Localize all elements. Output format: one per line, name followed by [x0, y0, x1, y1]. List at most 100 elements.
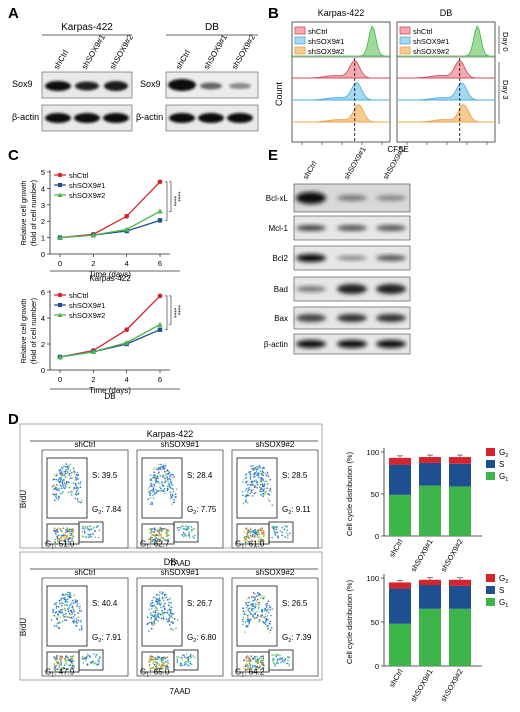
flow-dot	[70, 492, 73, 495]
flow-dot	[247, 484, 249, 486]
flow-dot	[71, 605, 74, 608]
flow-dot	[64, 484, 67, 487]
flow-dot	[265, 480, 268, 483]
flow-dot	[76, 499, 79, 502]
flow-dot	[177, 526, 180, 529]
flow-dot	[159, 604, 162, 606]
flow-dot	[159, 591, 161, 593]
flow-dot	[70, 494, 73, 496]
blot-row-label: Bcl-xL	[266, 194, 289, 203]
flow-dot	[179, 664, 182, 666]
flow-dot	[242, 616, 245, 619]
flow-dot	[61, 472, 64, 475]
bar-segment	[389, 588, 411, 624]
flow-dot	[172, 613, 174, 615]
flow-dot	[60, 599, 62, 601]
flow-dot	[258, 533, 261, 535]
panel-e-letter: E	[268, 147, 278, 164]
gate-g2-label: G2: 6.80	[187, 633, 217, 644]
flow-dot	[65, 659, 68, 662]
blot-band	[337, 314, 367, 322]
flow-dot	[269, 629, 272, 631]
flow-dot	[246, 539, 249, 542]
flow-dot	[170, 495, 172, 498]
flow-dot	[258, 603, 260, 606]
flow-dot	[73, 470, 75, 473]
legend-subscript: 1	[505, 477, 508, 483]
flow-dot	[253, 599, 256, 601]
flow-dot	[74, 497, 77, 500]
flow-dot	[252, 613, 254, 616]
flow-dot	[244, 477, 247, 479]
flow-plot-frame	[41, 577, 129, 677]
flow-dot	[93, 526, 95, 529]
flow-dot	[251, 495, 254, 497]
flow-dot	[242, 620, 245, 623]
gate-g2-value: : 7.91	[101, 633, 122, 642]
flow-dot	[75, 487, 77, 490]
flow-dot	[263, 487, 266, 490]
flow-dot	[245, 603, 248, 606]
flow-dot	[172, 484, 174, 486]
flow-dot	[260, 476, 263, 479]
flow-dot	[53, 614, 56, 617]
gate-g2-label: G2: 7.39	[282, 633, 312, 644]
flow-dot	[77, 620, 80, 622]
flow-dot	[187, 659, 189, 662]
data-point	[57, 234, 63, 240]
flow-dot	[68, 595, 71, 598]
flow-dot	[268, 604, 271, 607]
bar-segment	[389, 494, 411, 536]
flow-dot	[246, 533, 249, 536]
gate-g2-value: : 6.80	[196, 633, 217, 642]
significance-bracket	[165, 181, 168, 221]
flow-dot	[66, 472, 68, 475]
flow-dot	[166, 487, 169, 490]
x-tick-label: 4	[125, 375, 129, 384]
significance-label: ****	[174, 192, 181, 203]
flow-dot	[63, 664, 66, 667]
flow-dot	[150, 531, 153, 534]
flow-dot	[246, 494, 249, 497]
series-line	[59, 210, 161, 239]
flow-dot	[64, 472, 67, 475]
flow-dot	[283, 659, 286, 662]
flow-dot	[153, 484, 156, 487]
flow-dot	[253, 617, 255, 619]
flow-dot	[244, 489, 247, 492]
flow-dot	[71, 528, 74, 531]
flow-dot	[161, 481, 163, 483]
flow-dot	[151, 604, 154, 607]
flow-dot	[61, 593, 64, 595]
flow-dot	[150, 667, 153, 669]
flow-dot	[165, 618, 168, 620]
flow-dot	[154, 534, 156, 537]
flow-dot	[281, 534, 284, 537]
flow-dot	[151, 658, 153, 661]
flow-dot	[253, 484, 256, 487]
flow-dot	[251, 480, 253, 483]
y-tick-label: 0	[41, 250, 45, 259]
blot-band	[376, 225, 406, 231]
flow-dot	[75, 484, 77, 487]
flow-dot	[53, 603, 56, 606]
flow-dot	[265, 603, 267, 606]
flow-dot	[62, 536, 64, 538]
flow-dot	[154, 614, 156, 617]
flow-dot	[57, 540, 60, 543]
flow-dot	[249, 477, 252, 479]
flow-dot	[56, 535, 58, 538]
y-axis-label: Relative cell growth	[19, 180, 28, 245]
flow-dot	[245, 664, 248, 666]
y-axis-label-2: (fold of cell number)	[29, 179, 38, 246]
flow-dot	[150, 490, 152, 492]
flow-dot	[246, 535, 249, 537]
flow-dot	[54, 499, 56, 502]
legend-label: shSOX9#1	[69, 301, 105, 310]
flow-dot	[181, 534, 184, 536]
cell-line-label: Karpas-422	[89, 274, 131, 283]
flow-plot-title: shSOX9#1	[161, 568, 200, 577]
flow-dot	[64, 659, 67, 661]
flow-dot	[152, 534, 155, 537]
flow-dot	[168, 608, 171, 610]
